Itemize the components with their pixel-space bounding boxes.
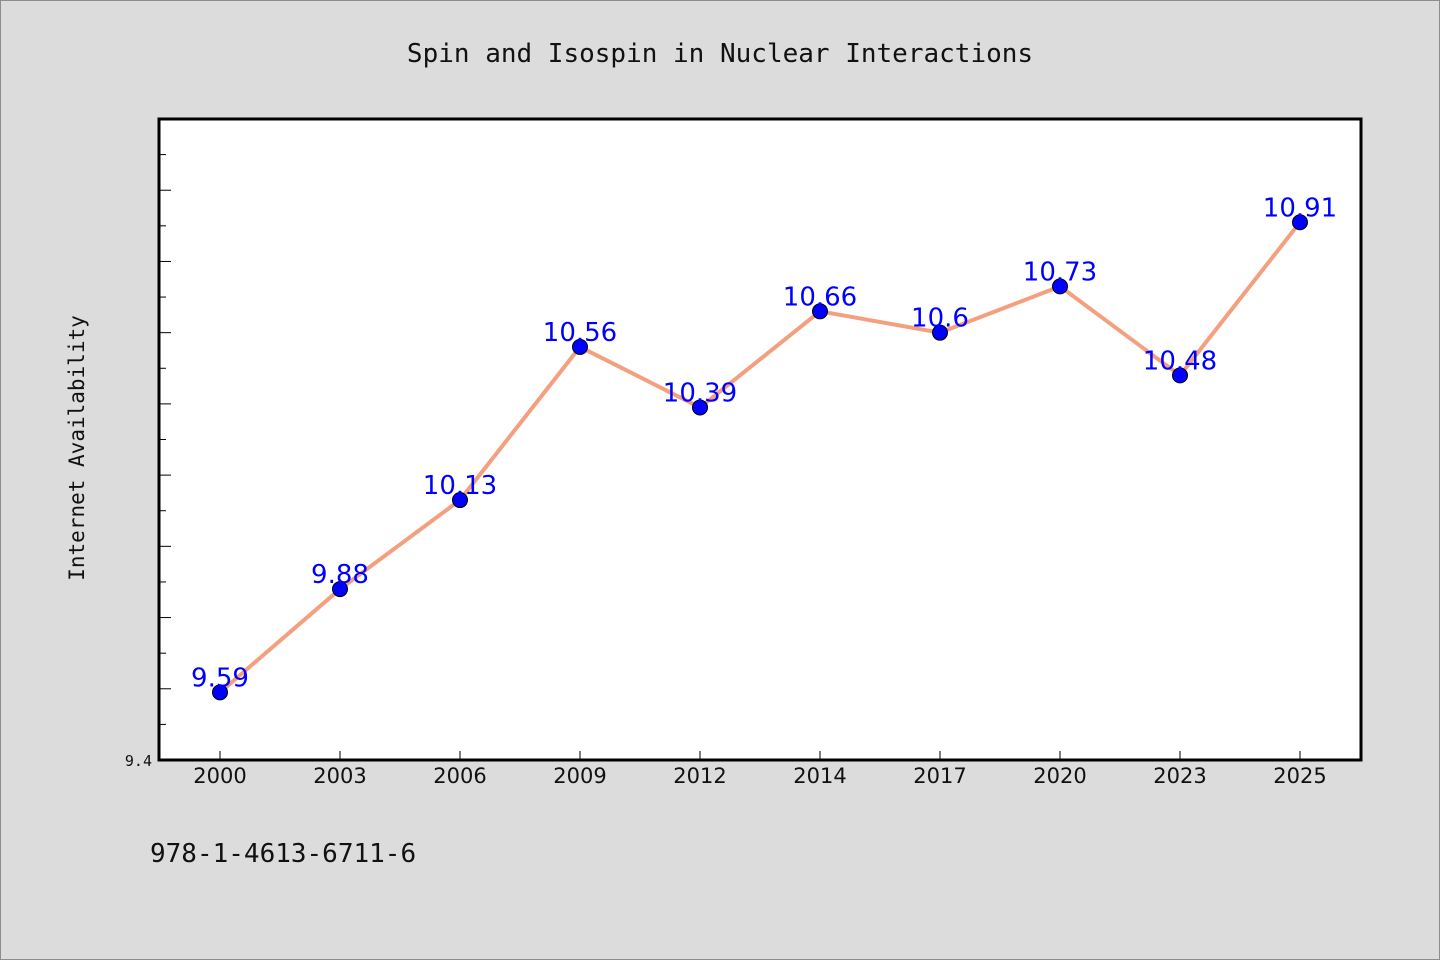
data-point <box>1292 214 1308 231</box>
x-axis-ticks <box>219 751 1301 760</box>
data-label-layer: 9.59 9.88 10.13 10.56 10.39 10.66 10.6 10.73 10.… <box>191 193 1337 693</box>
x-tick-label: 2006 <box>433 764 486 788</box>
data-point <box>812 303 828 320</box>
data-point <box>692 399 708 416</box>
x-tick-label: 2020 <box>1033 764 1086 788</box>
x-tick-label: 2025 <box>1273 764 1326 788</box>
data-label: 10.48 <box>1143 346 1217 376</box>
data-point <box>212 684 228 701</box>
data-point <box>1052 278 1068 295</box>
y-tick-label: 9.4 <box>125 752 152 770</box>
footer-code: 978-1-4613-6711-6 <box>150 839 416 869</box>
series-line <box>218 220 1302 695</box>
data-point <box>932 324 948 341</box>
x-tick-label: 2012 <box>673 764 726 788</box>
data-label: 10.73 <box>1023 257 1097 287</box>
series-line-layer <box>218 220 1302 695</box>
data-label: 10.39 <box>663 378 737 408</box>
x-tick-label: 2000 <box>193 764 246 788</box>
data-label: 10.56 <box>543 318 617 348</box>
data-label: 10.91 <box>1263 193 1337 223</box>
x-tick-label: 2009 <box>553 764 606 788</box>
data-label: 10.6 <box>911 304 969 334</box>
chart-title: Spin and Isospin in Nuclear Interactions <box>407 39 1033 69</box>
x-tick-label: 2017 <box>913 764 966 788</box>
data-point <box>572 338 588 355</box>
data-point <box>452 492 468 509</box>
y-axis-label: Internet Availability <box>65 315 89 581</box>
series-marker-layer <box>212 214 1308 701</box>
x-tick-label: 2014 <box>793 764 846 788</box>
data-point <box>1172 367 1188 384</box>
data-point <box>332 581 348 598</box>
data-label: 9.88 <box>311 560 369 590</box>
x-tick-labels: 2000 2003 2006 2009 2012 2014 2017 2020 2023 2025 <box>193 764 1326 788</box>
y-axis-ticks <box>159 154 171 725</box>
plot-area <box>157 117 1363 762</box>
x-tick-label: 2023 <box>1153 764 1206 788</box>
data-label: 10.13 <box>423 471 497 501</box>
data-label: 9.59 <box>191 663 249 693</box>
x-tick-label: 2003 <box>313 764 366 788</box>
data-label: 10.66 <box>783 282 857 312</box>
